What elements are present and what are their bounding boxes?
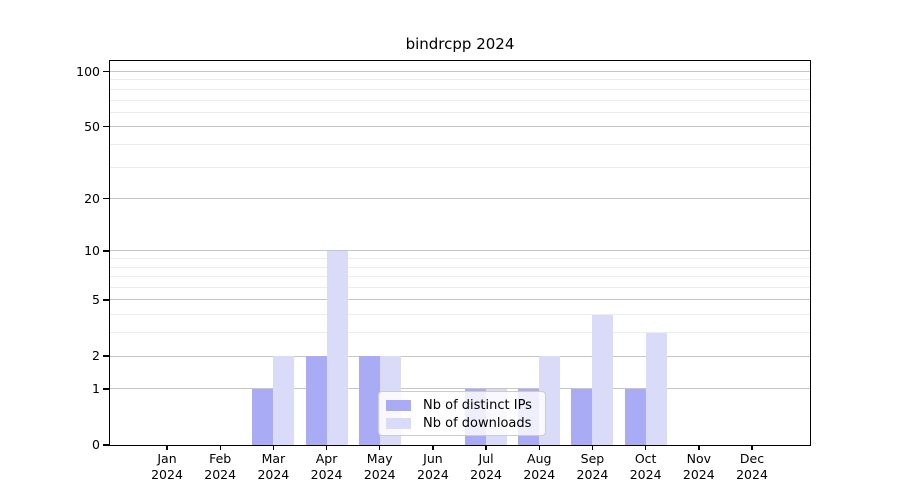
- y-tick-label: 0: [92, 437, 100, 452]
- legend-swatch-icon: [386, 417, 411, 429]
- gridline-minor: [110, 287, 810, 289]
- x-tick-mark: [379, 445, 381, 450]
- x-tick-mark: [432, 445, 434, 450]
- y-tick-mark: [103, 444, 110, 446]
- x-tick-mark: [538, 445, 540, 450]
- gridline-minor: [110, 314, 810, 316]
- y-tick-mark: [103, 299, 110, 301]
- x-tick-label: Sep 2024: [576, 451, 609, 482]
- gridline-minor: [110, 143, 810, 145]
- x-tick-mark: [166, 445, 168, 450]
- x-tick-label: Jun 2024: [417, 451, 449, 482]
- gridline-minor: [110, 258, 810, 260]
- y-tick-mark: [103, 250, 110, 252]
- legend: Nb of distinct IPs Nb of downloads: [378, 391, 546, 436]
- gridline-major: [110, 299, 810, 301]
- x-tick-label: May 2024: [363, 451, 396, 482]
- gridline-major: [110, 250, 810, 252]
- bar-downloads-sep: [592, 314, 614, 445]
- bar-distinct-ips-sep: [571, 388, 593, 445]
- gridline-minor: [110, 99, 810, 101]
- legend-label: Nb of distinct IPs: [423, 397, 532, 413]
- gridline-minor: [110, 332, 810, 334]
- x-tick-mark: [698, 445, 700, 450]
- legend-swatch-icon: [386, 399, 411, 411]
- x-tick-mark: [272, 445, 275, 450]
- bar-downloads-mar: [273, 356, 295, 445]
- bar-distinct-ips-apr: [305, 356, 327, 445]
- legend-label: Nb of downloads: [423, 415, 532, 431]
- x-tick-mark: [219, 445, 221, 450]
- gridline-minor: [110, 166, 810, 168]
- x-tick-label: Apr 2024: [310, 451, 343, 482]
- gridline-minor: [110, 276, 810, 278]
- gridline-major: [110, 355, 810, 357]
- x-tick-label: Oct 2024: [629, 451, 662, 482]
- bar-distinct-ips-mar: [252, 388, 274, 445]
- legend-item: Nb of distinct IPs: [386, 396, 538, 414]
- gridline-major: [110, 388, 810, 390]
- bar-distinct-ips-may: [358, 356, 380, 445]
- x-tick-mark: [645, 445, 647, 450]
- chart-title: bindrcpp 2024: [405, 35, 515, 53]
- y-tick-label: 1: [92, 380, 100, 396]
- y-tick-label: 5: [92, 291, 100, 307]
- gridline-major: [110, 198, 810, 200]
- legend-item: Nb of downloads: [386, 414, 538, 432]
- x-tick-label: Aug 2024: [523, 451, 556, 482]
- gridline-major: [110, 126, 810, 128]
- y-tick-label: 50: [84, 118, 100, 134]
- x-tick-mark: [485, 445, 487, 450]
- y-tick-label: 10: [84, 242, 100, 258]
- gridline-minor: [110, 266, 810, 268]
- gridline-major: [110, 71, 810, 72]
- x-tick-label: Mar 2024: [257, 451, 290, 482]
- x-tick-label: Jul 2024: [470, 451, 502, 482]
- x-tick-label: Nov 2024: [682, 451, 715, 482]
- gridline-minor: [110, 79, 810, 81]
- y-tick-mark: [103, 126, 110, 128]
- y-tick-mark: [103, 388, 110, 390]
- y-tick-label: 20: [84, 190, 100, 206]
- gridline-minor: [110, 88, 810, 90]
- y-tick-mark: [103, 197, 110, 200]
- bar-downloads-oct: [645, 332, 667, 445]
- bar-distinct-ips-oct: [624, 388, 646, 445]
- x-tick-mark: [751, 445, 753, 450]
- y-tick-mark: [103, 355, 110, 357]
- x-tick-label: Dec 2024: [736, 451, 768, 482]
- x-tick-mark: [591, 445, 594, 450]
- y-tick-mark: [103, 70, 110, 73]
- x-tick-label: Jan 2024: [151, 451, 183, 482]
- gridline-minor: [110, 111, 810, 113]
- x-tick-label: Feb 2024: [204, 451, 237, 482]
- y-tick-label: 2: [92, 348, 100, 364]
- bar-downloads-apr: [326, 250, 348, 445]
- y-tick-label: 100: [76, 63, 100, 79]
- x-tick-mark: [325, 445, 328, 450]
